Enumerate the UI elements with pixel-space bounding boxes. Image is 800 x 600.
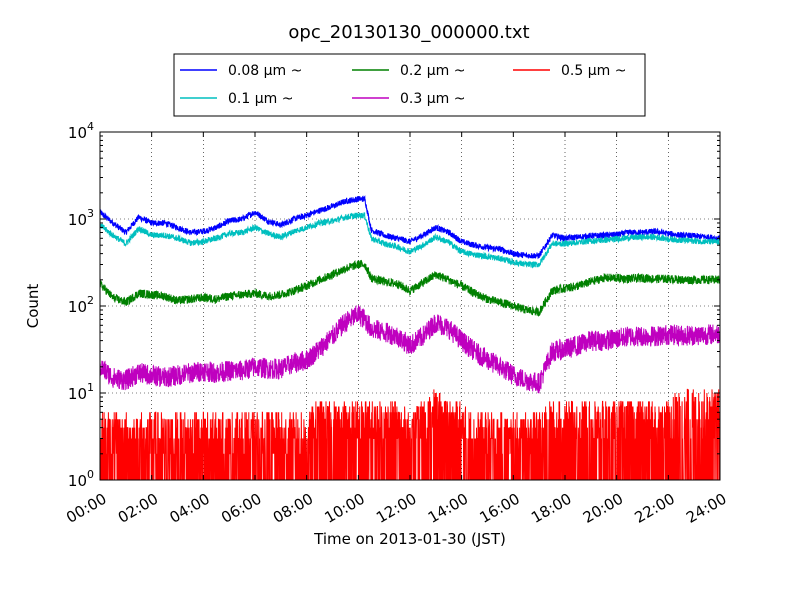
x-tick-label: 00:00 (63, 490, 109, 527)
legend-label: 0.08 μm ~ (228, 63, 302, 79)
series-layer (100, 194, 720, 480)
x-tick-label: 14:00 (425, 490, 471, 527)
series-line (100, 194, 720, 260)
legend-label: 0.2 μm ~ (400, 63, 465, 79)
legend-label: 0.3 μm ~ (400, 91, 465, 107)
series-line (100, 388, 720, 480)
series-line (100, 305, 720, 394)
legend-box (173, 53, 646, 117)
x-tick-label: 12:00 (373, 490, 419, 527)
x-tick-labels: 00:00 02:00 04:00 06:00 08:00 10:00 12:00 14:00… (63, 490, 729, 527)
x-tick-label: 06:00 (218, 490, 264, 527)
x-axis-label: Time on 2013-01-30 (JST) (313, 530, 506, 548)
series-line (100, 212, 720, 269)
x-tick-label: 10:00 (321, 490, 367, 527)
y-tick-label: 101 (68, 381, 94, 403)
legend-label: 0.1 μm ~ (228, 91, 293, 107)
x-tick-label: 08:00 (270, 490, 316, 527)
y-tick-label: 104 (68, 120, 94, 142)
ticks (99, 131, 721, 481)
legend-label: 0.5 μm ~ (561, 63, 626, 79)
x-tick-label: 24:00 (683, 490, 729, 527)
x-tick-label: 18:00 (528, 490, 574, 527)
chart-title: opc_20130130_000000.txt (288, 22, 529, 43)
x-tick-label: 16:00 (476, 490, 522, 527)
x-tick-label: 02:00 (115, 490, 161, 527)
y-tick-label: 100 (68, 468, 94, 490)
y-tick-label: 102 (68, 294, 94, 316)
y-tick-labels: 100 101 102 103 104 (68, 120, 94, 490)
series-line (100, 259, 720, 317)
legend: 0.08 μm ~ 0.1 μm ~ 0.2 μm ~ 0.3 μm ~ 0.5 μm … (173, 53, 646, 117)
y-tick-label: 103 (68, 207, 94, 229)
x-tick-label: 22:00 (631, 490, 677, 527)
x-tick-label: 20:00 (580, 490, 626, 527)
x-tick-label: 04:00 (166, 490, 212, 527)
y-axis-label: Count (24, 284, 42, 329)
